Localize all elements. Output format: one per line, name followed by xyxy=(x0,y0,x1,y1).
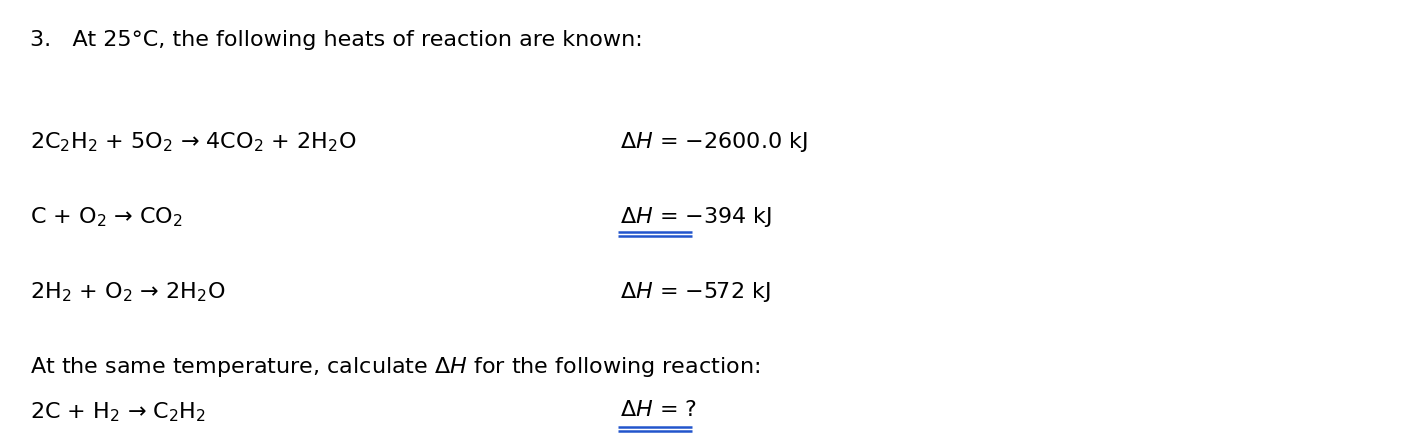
Text: $\Delta H$ = −2600.0 kJ: $\Delta H$ = −2600.0 kJ xyxy=(620,130,808,154)
Text: C + O$_2$ → CO$_2$: C + O$_2$ → CO$_2$ xyxy=(30,205,183,228)
Text: 2H$_2$ + O$_2$ → 2H$_2$O: 2H$_2$ + O$_2$ → 2H$_2$O xyxy=(30,280,225,303)
Text: $\Delta H$ = −572 kJ: $\Delta H$ = −572 kJ xyxy=(620,280,771,304)
Text: 2C$_2$H$_2$ + 5O$_2$ → 4CO$_2$ + 2H$_2$O: 2C$_2$H$_2$ + 5O$_2$ → 4CO$_2$ + 2H$_2$O xyxy=(30,130,357,153)
Text: $\Delta H$ = −394 kJ: $\Delta H$ = −394 kJ xyxy=(620,205,772,229)
Text: 3.   At 25°C, the following heats of reaction are known:: 3. At 25°C, the following heats of react… xyxy=(30,30,643,50)
Text: At the same temperature, calculate $\Delta H$ for the following reaction:: At the same temperature, calculate $\Del… xyxy=(30,355,759,379)
Text: $\Delta H$ = ?: $\Delta H$ = ? xyxy=(620,400,697,420)
Text: 2C + H$_2$ → C$_2$H$_2$: 2C + H$_2$ → C$_2$H$_2$ xyxy=(30,400,206,424)
